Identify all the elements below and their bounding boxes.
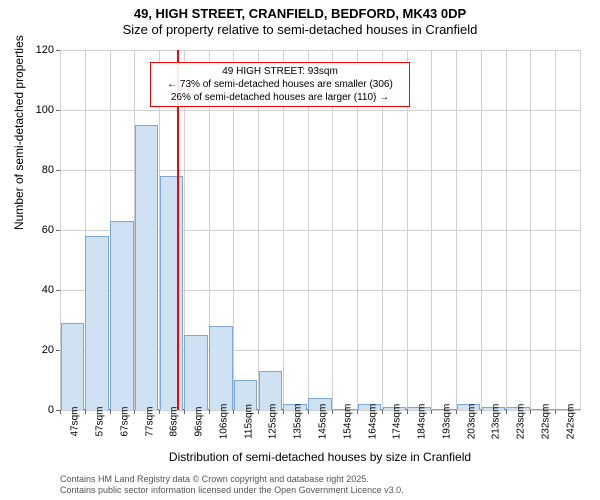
chart-title-sub: Size of property relative to semi-detach… [0, 22, 600, 37]
tick-mark-x [407, 410, 408, 414]
x-tick-label: 174sqm [392, 404, 403, 440]
y-tick-label: 60 [42, 224, 54, 236]
tick-mark-x [283, 410, 284, 414]
y-axis-label: Number of semi-detached properties [12, 35, 26, 230]
y-tick-label: 120 [36, 44, 54, 56]
tick-mark-x [60, 410, 61, 414]
y-tick-label: 40 [42, 284, 54, 296]
x-tick-label: 193sqm [441, 404, 452, 440]
tick-mark-x [184, 410, 185, 414]
gridline-v [580, 50, 581, 410]
x-tick-label: 242sqm [565, 404, 576, 440]
annotation-line: 26% of semi-detached houses are larger (… [157, 91, 403, 104]
chart-title-main: 49, HIGH STREET, CRANFIELD, BEDFORD, MK4… [0, 6, 600, 21]
gridline-v [431, 50, 432, 410]
x-tick-label: 96sqm [194, 406, 205, 436]
x-tick-label: 213sqm [491, 404, 502, 440]
tick-mark-x [555, 410, 556, 414]
tick-mark-x [481, 410, 482, 414]
gridline-h [60, 50, 580, 51]
histogram-bar [110, 221, 134, 410]
caption-line-2: Contains public sector information licen… [60, 485, 404, 496]
gridline-v [481, 50, 482, 410]
x-tick-label: 115sqm [243, 404, 254, 439]
x-tick-label: 47sqm [70, 406, 81, 436]
y-tick-label: 100 [36, 104, 54, 116]
x-axis-label: Distribution of semi-detached houses by … [60, 450, 580, 464]
x-tick-label: 145sqm [318, 404, 329, 440]
tick-mark-x [332, 410, 333, 414]
tick-mark-x [85, 410, 86, 414]
gridline-v [506, 50, 507, 410]
tick-mark-x [110, 410, 111, 414]
x-tick-label: 135sqm [293, 404, 304, 440]
gridline-v [555, 50, 556, 410]
y-tick-label: 80 [42, 164, 54, 176]
histogram-bar [85, 236, 109, 410]
x-tick-label: 223sqm [516, 404, 527, 440]
annotation-line: 49 HIGH STREET: 93sqm [157, 65, 403, 78]
tick-mark-x [134, 410, 135, 414]
x-tick-label: 203sqm [466, 404, 477, 440]
x-tick-label: 154sqm [342, 404, 353, 440]
tick-mark-x [431, 410, 432, 414]
x-tick-label: 164sqm [367, 404, 378, 440]
x-tick-label: 184sqm [417, 404, 428, 440]
tick-mark-x [209, 410, 210, 414]
histogram-bar [61, 323, 85, 410]
tick-mark-x [506, 410, 507, 414]
histogram-bar [209, 326, 233, 410]
tick-mark-x [258, 410, 259, 414]
tick-mark-x [308, 410, 309, 414]
tick-mark-x [530, 410, 531, 414]
caption-line-1: Contains HM Land Registry data © Crown c… [60, 474, 404, 485]
histogram-bar [184, 335, 208, 410]
annotation-line: ← 73% of semi-detached houses are smalle… [157, 78, 403, 91]
plot-region: 49 HIGH STREET: 93sqm← 73% of semi-detac… [60, 50, 580, 410]
x-tick-label: 86sqm [169, 406, 180, 436]
gridline-v [530, 50, 531, 410]
chart-caption: Contains HM Land Registry data © Crown c… [60, 474, 404, 496]
chart-plot-area: 49 HIGH STREET: 93sqm← 73% of semi-detac… [60, 50, 580, 410]
tick-mark-x [382, 410, 383, 414]
annotation-box: 49 HIGH STREET: 93sqm← 73% of semi-detac… [150, 62, 410, 107]
tick-mark-x [159, 410, 160, 414]
x-tick-label: 232sqm [540, 404, 551, 440]
x-tick-label: 57sqm [95, 406, 106, 436]
x-tick-label: 106sqm [218, 404, 229, 440]
y-tick-label: 20 [42, 344, 54, 356]
x-tick-label: 67sqm [119, 406, 130, 436]
histogram-bar [160, 176, 184, 410]
x-tick-label: 77sqm [144, 406, 155, 436]
histogram-bar [135, 125, 159, 410]
tick-mark-x [233, 410, 234, 414]
chart-container: 49, HIGH STREET, CRANFIELD, BEDFORD, MK4… [0, 0, 600, 500]
tick-mark-x [357, 410, 358, 414]
x-tick-label: 125sqm [268, 404, 279, 440]
gridline-h [60, 110, 580, 111]
y-tick-label: 0 [48, 404, 54, 416]
gridline-v [456, 50, 457, 410]
tick-mark-x [456, 410, 457, 414]
